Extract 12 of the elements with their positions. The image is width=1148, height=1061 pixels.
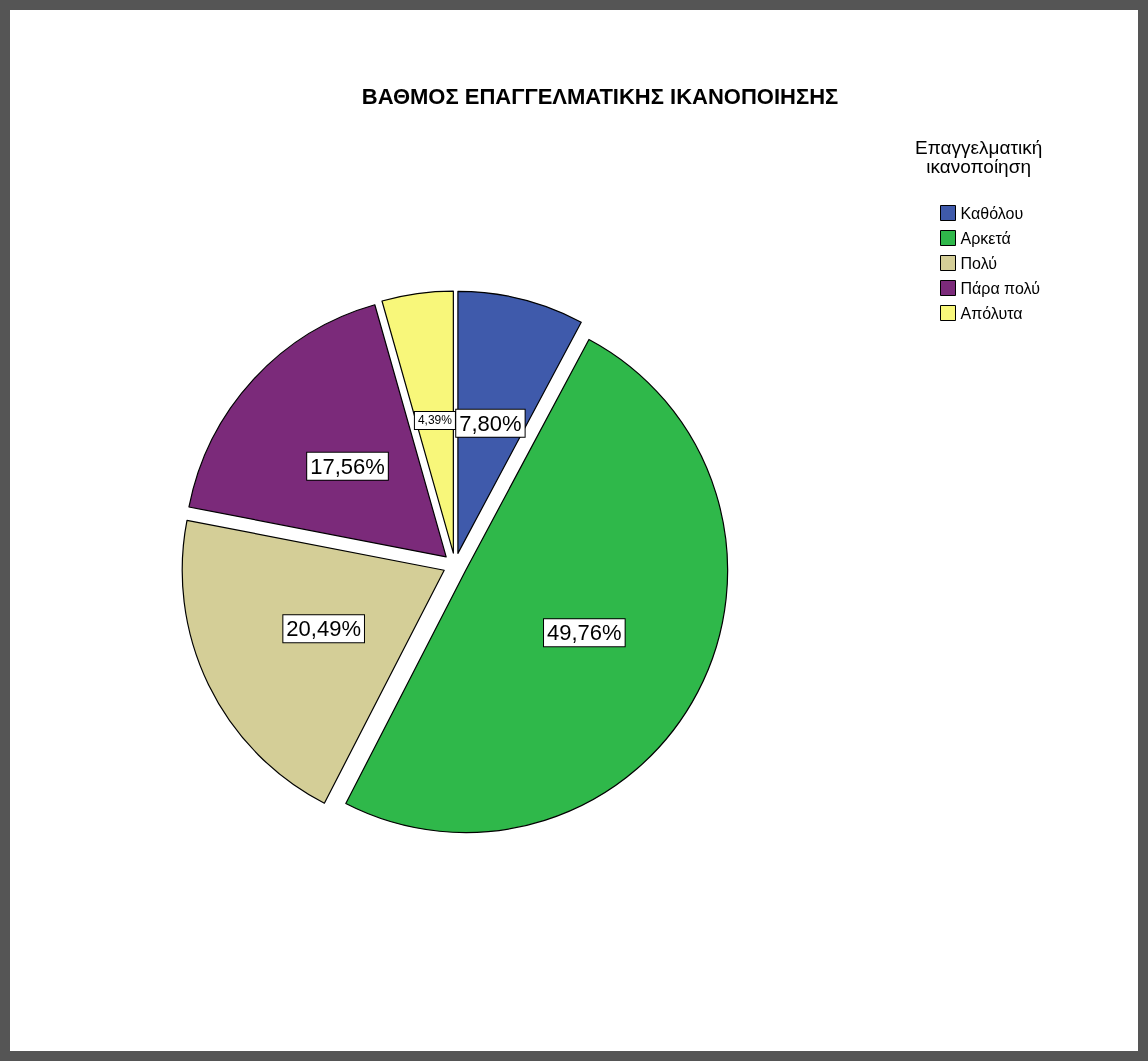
- data-label: 20,49%: [286, 616, 361, 642]
- legend-label: Πάρα πολύ: [960, 279, 1040, 297]
- legend-label: Πολύ: [960, 254, 998, 272]
- data-label: 49,76%: [547, 620, 622, 646]
- legend-label: Αρκετά: [960, 229, 1011, 247]
- legend-label: Απόλυτα: [960, 304, 1023, 322]
- legend-title: Επαγγελματική ικανοποίηση: [914, 137, 1043, 177]
- data-label: 7,80%: [459, 410, 522, 436]
- data-label: 4,39%: [417, 413, 453, 428]
- chart-title: ΒΑΘΜΟΣ ΕΠΑΓΓΕΛΜΑΤΙΚΗΣ ΙΚΑΝΟΠΟΙΗΣΗΣ: [361, 83, 839, 109]
- legend-label: Καθόλου: [960, 204, 1024, 222]
- data-label: 17,56%: [310, 453, 385, 479]
